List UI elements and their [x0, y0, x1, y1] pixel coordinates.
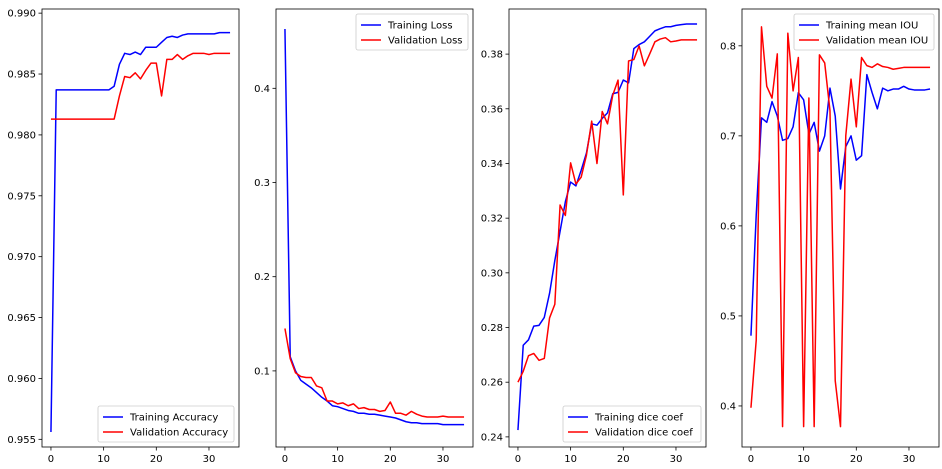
y-tick-label: 0.1	[254, 366, 270, 377]
plot-frame	[741, 8, 940, 448]
x-tick-label: 10	[97, 454, 110, 465]
x-tick-label: 20	[617, 454, 630, 465]
y-tick-label: 0.2	[254, 272, 270, 283]
y-tick-label: 0.955	[7, 435, 36, 446]
x-tick-label: 20	[384, 454, 397, 465]
x-tick-label: 0	[515, 454, 521, 465]
series-line-validation-loss	[284, 328, 465, 418]
y-tick-label: 0.975	[7, 191, 36, 202]
series-line-training-mean-iou	[750, 73, 931, 336]
series-line-training-dice-coef	[517, 23, 698, 431]
y-tick-label: 0.34	[481, 159, 503, 170]
y-tick-label: 0.985	[7, 70, 36, 81]
legend: Training dice coef Validation dice coef	[562, 405, 702, 443]
plot-frame	[41, 8, 240, 448]
legend-box	[562, 405, 702, 443]
legend-label: Training dice coef	[594, 413, 683, 424]
legend: Training Accuracy Validation Accuracy	[97, 405, 235, 443]
y-tick-label: 0.3	[254, 178, 270, 189]
legend-label: Validation mean IOU	[826, 36, 928, 47]
legend: Training mean IOU Validation mean IOU	[793, 13, 935, 51]
x-tick-label: 10	[331, 454, 344, 465]
x-tick-label: 30	[903, 454, 916, 465]
x-tick-label: 0	[48, 454, 54, 465]
y-tick-label: 0.5	[720, 311, 736, 322]
legend-box	[355, 13, 469, 51]
y-tick-label: 0.30	[481, 268, 503, 279]
series-line-validation-mean-iou	[750, 26, 931, 428]
y-tick-label: 0.7	[720, 131, 736, 142]
series-line-validation-accuracy	[50, 52, 231, 120]
series-line-training-loss	[284, 28, 465, 426]
x-tick-label: 30	[203, 454, 216, 465]
plot-frame	[508, 8, 707, 448]
y-tick-label: 0.6	[720, 221, 736, 232]
x-tick-label: 10	[797, 454, 810, 465]
y-tick-label: 0.26	[481, 378, 503, 389]
y-tick-label: 0.8	[720, 41, 736, 52]
y-tick-label: 0.960	[7, 374, 36, 385]
y-tick-label: 0.28	[481, 323, 503, 334]
legend-box	[793, 13, 935, 51]
legend-label: Training Accuracy	[129, 413, 218, 424]
legend-label: Validation Loss	[388, 36, 463, 47]
legend-box	[97, 405, 235, 443]
y-tick-label: 0.4	[720, 401, 736, 412]
y-tick-label: 0.990	[7, 9, 36, 20]
x-tick-label: 30	[670, 454, 683, 465]
legend: Training Loss Validation Loss	[355, 13, 469, 51]
x-tick-label: 10	[564, 454, 577, 465]
x-tick-label: 30	[437, 454, 450, 465]
legend-label: Training Loss	[387, 21, 453, 32]
y-tick-label: 0.970	[7, 252, 36, 263]
x-tick-label: 20	[850, 454, 863, 465]
legend-label: Validation Accuracy	[130, 428, 228, 439]
x-tick-label: 0	[748, 454, 754, 465]
series-line-training-accuracy	[50, 31, 231, 433]
y-tick-label: 0.980	[7, 130, 36, 141]
series-line-validation-dice-coef	[517, 36, 698, 383]
legend-label: Training mean IOU	[825, 21, 918, 32]
subplot-1: 0 10 20 30 0.955 0.960 0.965 0.970 0.975 0.980 0.9…	[7, 8, 240, 465]
x-tick-label: 20	[150, 454, 163, 465]
y-tick-label: 0.32	[481, 214, 503, 225]
y-tick-label: 0.36	[481, 104, 503, 115]
subplot-4: 0 10 20 30 0.4 0.5 0.6 0.7 0.8 Training mean IOU V…	[720, 8, 940, 465]
y-tick-label: 0.24	[481, 432, 503, 443]
y-tick-label: 0.965	[7, 313, 36, 324]
legend-label: Validation dice coef	[595, 428, 693, 439]
subplot-2: 0 10 20 30 0.1 0.2 0.3 0.4 Training Loss Validati…	[254, 8, 474, 465]
subplot-3: 0 10 20 30 0.24 0.26 0.28 0.30 0.32 0.34 0.36 0.38 T…	[481, 8, 707, 465]
y-tick-label: 0.38	[481, 50, 503, 61]
y-tick-label: 0.4	[254, 84, 270, 95]
x-tick-label: 0	[282, 454, 288, 465]
plot-frame	[275, 8, 474, 448]
